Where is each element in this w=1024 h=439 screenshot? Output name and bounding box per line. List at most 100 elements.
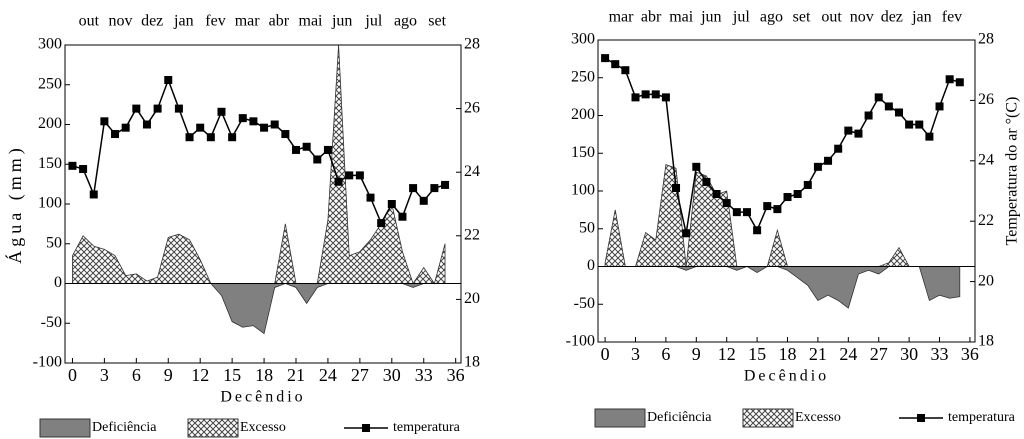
x-tick-label: 30: [383, 365, 401, 385]
x-tick-label: 27: [870, 344, 888, 364]
month-label: set: [428, 13, 446, 30]
month-label: ago: [394, 13, 417, 30]
month-label: set: [793, 9, 811, 26]
y-axis-label: Água (mm): [4, 144, 26, 263]
y-tick-label: 200: [571, 106, 595, 123]
y2-tick-label: 22: [978, 212, 994, 229]
marker: [174, 104, 183, 113]
month-label: fev: [205, 13, 225, 30]
month-label: mar: [609, 9, 635, 26]
x-tick-label: 9: [164, 365, 173, 385]
marker: [915, 120, 924, 129]
marker: [773, 205, 782, 214]
x-tick-label: 15: [748, 344, 766, 364]
x-tick-label: 12: [718, 344, 736, 364]
x-tick-label: 6: [132, 365, 141, 385]
y-tick-label: 150: [38, 155, 62, 172]
x-tick-label: 9: [692, 344, 701, 364]
marker: [742, 208, 751, 217]
month-label: nov: [850, 9, 874, 26]
month-label: ago: [760, 9, 783, 26]
x-tick-label: 6: [661, 344, 670, 364]
marker: [79, 165, 88, 174]
y2-tick-label: 28: [978, 31, 994, 48]
month-label: jun: [331, 13, 352, 30]
marker: [355, 171, 364, 180]
x-tick-label: 21: [809, 344, 827, 364]
y-tick-label: -50: [41, 314, 62, 331]
month-label: nov: [109, 13, 133, 30]
marker: [111, 130, 120, 139]
marker: [313, 155, 322, 164]
marker: [366, 193, 375, 202]
marker: [905, 120, 914, 129]
x-tick-label: 21: [287, 365, 305, 385]
legend-label: Excesso: [240, 420, 286, 435]
marker: [196, 123, 205, 132]
marker: [270, 120, 279, 129]
marker: [302, 142, 311, 151]
month-label: fev: [942, 9, 962, 26]
marker: [783, 193, 792, 202]
marker: [153, 104, 162, 113]
marker: [641, 90, 650, 99]
y2-tick-label: 20: [978, 272, 994, 289]
marker: [185, 133, 194, 142]
month-label: jun: [700, 9, 721, 26]
legend-marker: [362, 424, 370, 432]
x-tick-label: 18: [779, 344, 797, 364]
marker: [651, 90, 660, 99]
x-tick-label: 27: [351, 365, 369, 385]
marker: [803, 180, 812, 189]
y-tick-label: -100: [566, 333, 595, 350]
y2-tick-label: 26: [978, 91, 994, 108]
y2-tick-label: 28: [464, 36, 480, 53]
marker: [142, 120, 151, 129]
marker: [206, 133, 215, 142]
x-tick-label: 12: [191, 365, 209, 385]
area: [604, 164, 960, 267]
marker: [732, 208, 741, 217]
marker: [100, 117, 109, 126]
legend-swatch: [187, 418, 239, 438]
legend-label: Deficiência: [92, 420, 157, 435]
marker: [260, 123, 269, 132]
marker: [292, 145, 300, 154]
y-tick-label: -50: [574, 295, 595, 312]
marker: [323, 145, 332, 154]
marker: [672, 183, 681, 192]
marker: [793, 190, 802, 199]
month-label: jan: [173, 13, 194, 30]
marker: [702, 177, 711, 186]
y2-tick-label: 24: [978, 151, 994, 168]
x-tick-label: 15: [223, 365, 241, 385]
marker: [409, 184, 418, 193]
marker: [935, 102, 944, 111]
marker: [712, 190, 721, 199]
marker: [854, 129, 863, 138]
y-tick-label: 250: [38, 75, 62, 92]
marker: [121, 123, 130, 132]
month-label: jan: [911, 9, 932, 26]
legend-label: temperatura: [948, 410, 1016, 425]
y-tick-label: 50: [46, 234, 62, 251]
month-label: mar: [235, 13, 261, 30]
marker: [955, 78, 964, 87]
month-label: out: [79, 13, 100, 30]
y2-tick-label: 18: [978, 333, 994, 350]
marker: [753, 226, 762, 235]
marker: [692, 162, 701, 171]
month-label: dez: [881, 9, 903, 26]
marker: [441, 180, 450, 189]
x-tick-label: 24: [319, 365, 337, 385]
marker: [834, 144, 843, 153]
y-tick-label: 100: [38, 195, 62, 212]
x-tick-label: 0: [68, 365, 77, 385]
marker: [682, 229, 691, 238]
marker: [238, 114, 247, 123]
y2-tick-label: 24: [464, 163, 480, 180]
y-tick-label: 0: [587, 257, 595, 274]
legend-label: Excesso: [795, 410, 841, 425]
area: [72, 283, 446, 335]
y-tick-label: 300: [38, 36, 62, 53]
